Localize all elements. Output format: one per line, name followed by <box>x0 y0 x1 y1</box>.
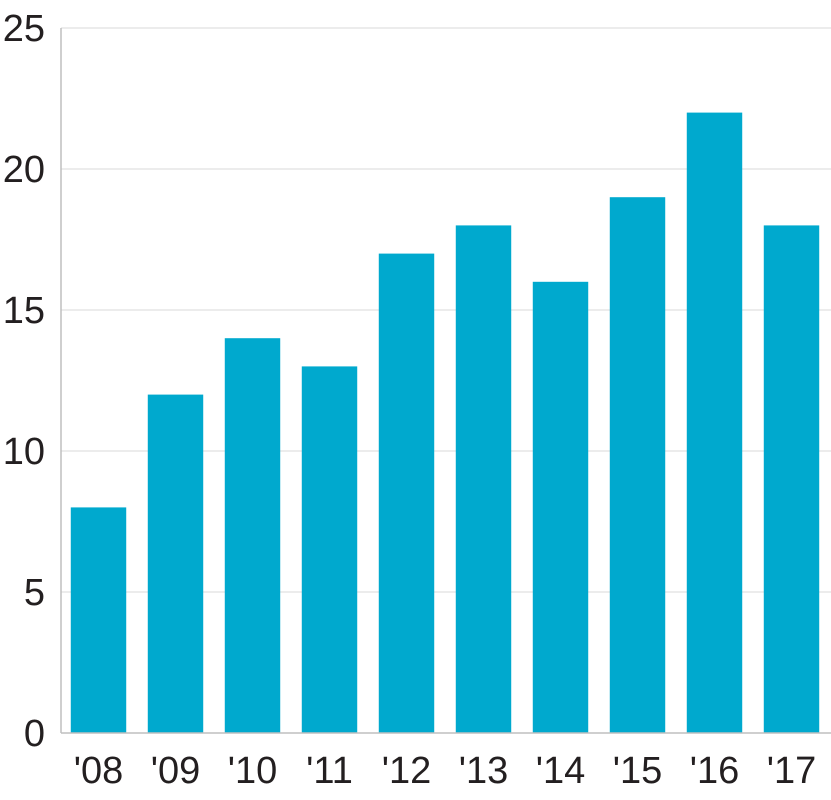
bar <box>224 338 281 733</box>
bar <box>301 366 358 733</box>
y-tick-label: 0 <box>24 713 45 755</box>
x-tick-label: '11 <box>306 750 353 792</box>
bar <box>532 281 589 733</box>
y-tick-label: 10 <box>3 431 45 473</box>
x-tick-label: '08 <box>74 750 124 792</box>
y-tick-label: 5 <box>24 572 45 614</box>
x-tick-label: '17 <box>767 750 817 792</box>
x-tick-label: '10 <box>228 750 278 792</box>
y-tick-labels: 0 5 10 15 20 25 <box>3 8 45 755</box>
bar <box>147 394 204 733</box>
x-tick-label: '15 <box>613 750 663 792</box>
x-tick-labels: '08 '09 '10 '11 '12 '13 '14 '15 '16 '17 <box>74 750 817 792</box>
bar <box>455 225 512 733</box>
y-tick-label: 15 <box>3 290 45 332</box>
x-tick-label: '16 <box>690 750 740 792</box>
bar <box>70 507 127 733</box>
bar <box>609 197 666 733</box>
x-tick-label: '12 <box>382 750 432 792</box>
bars <box>70 112 820 734</box>
x-tick-label: '09 <box>151 750 201 792</box>
bar <box>763 225 820 733</box>
x-tick-label: '14 <box>536 750 586 792</box>
bar <box>378 253 435 733</box>
axes <box>60 28 831 734</box>
x-tick-label: '13 <box>459 750 509 792</box>
y-tick-label: 25 <box>3 8 45 50</box>
y-tick-label: 20 <box>3 149 45 191</box>
bar <box>686 112 743 734</box>
